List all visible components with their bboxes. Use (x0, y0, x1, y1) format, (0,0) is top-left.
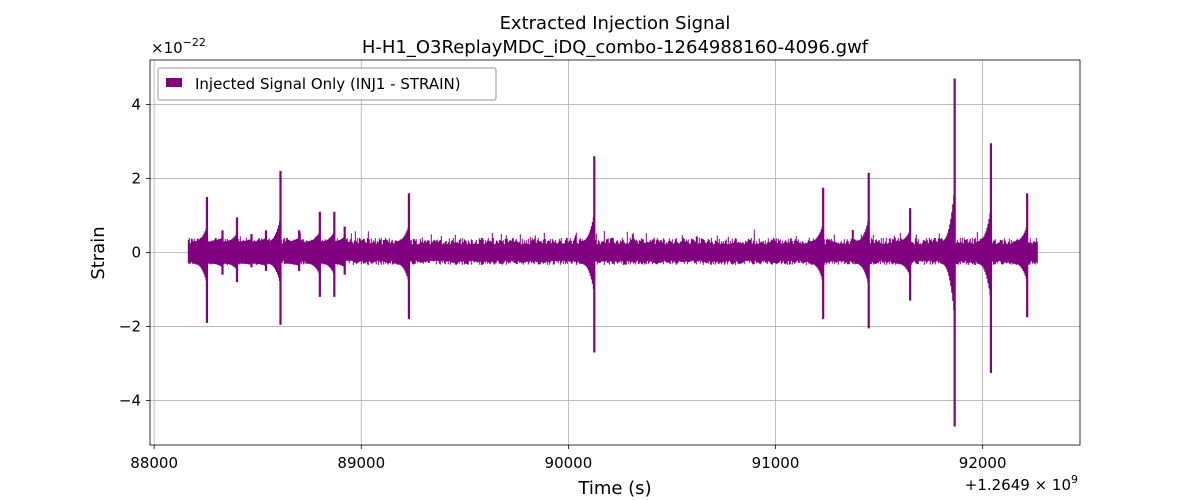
y-scale-label: ×10−22 (151, 36, 206, 57)
legend: Injected Signal Only (INJ1 - STRAIN) (157, 67, 497, 101)
y-axis-label: Strain (88, 226, 109, 279)
signal-spike-ramp (284, 237, 300, 267)
legend-swatch (166, 78, 182, 87)
y-tick-label: −4 (119, 392, 141, 410)
y-tick-label: −2 (119, 318, 141, 336)
y-axis-ticks: −4 −2 0 2 4 (119, 95, 150, 410)
x-tick-label: 91000 (752, 454, 800, 472)
x-axis-label: Time (s) (577, 478, 651, 499)
legend-label: Injected Signal Only (INJ1 - STRAIN) (195, 75, 461, 93)
signal-spike-ramp (251, 237, 267, 267)
series-data (187, 78, 1038, 427)
y-tick-label: 4 (131, 95, 141, 113)
y-tick-label: 2 (131, 169, 141, 187)
x-tick-label: 92000 (959, 454, 1007, 472)
x-offset-label: +1.2649 × 109 (965, 473, 1078, 494)
chart-subtitle: H-H1_O3ReplayMDC_iDQ_combo-1264988160-40… (362, 37, 869, 58)
chart-title: Extracted Injection Signal (500, 13, 731, 34)
x-tick-label: 89000 (337, 454, 385, 472)
signal-spike-ramp (236, 238, 252, 265)
x-axis-ticks: 88000 89000 90000 91000 92000 (130, 445, 1007, 472)
signal-spike-ramp (207, 237, 223, 268)
y-tick-label: 0 (131, 244, 141, 262)
legend-box (157, 67, 497, 101)
x-tick-label: 88000 (130, 454, 178, 472)
x-tick-label: 90000 (545, 454, 593, 472)
